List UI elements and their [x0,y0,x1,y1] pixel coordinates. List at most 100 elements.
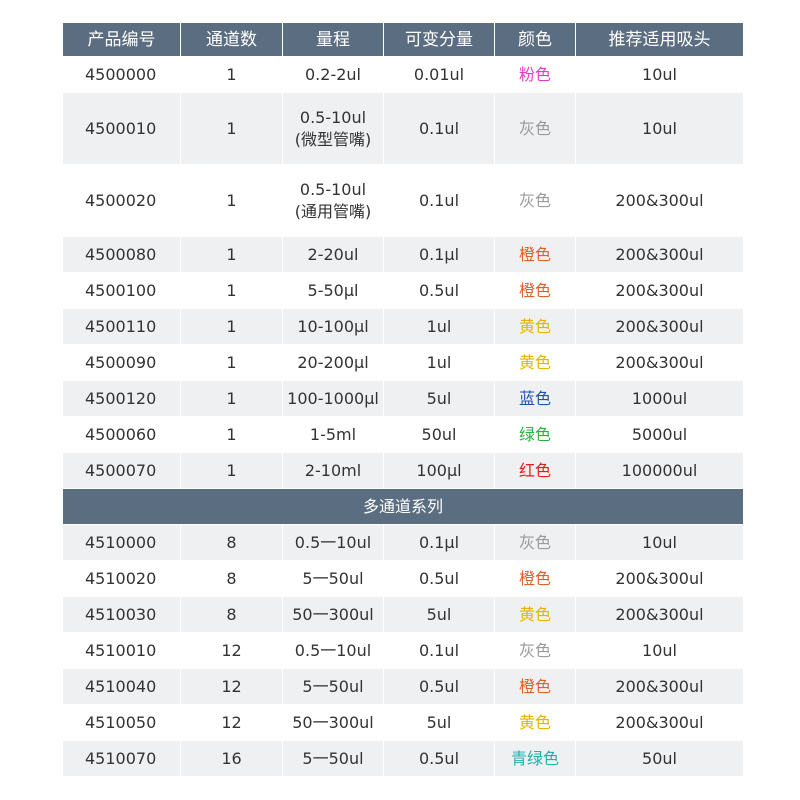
header-cell: 推荐适用吸头 [575,22,744,57]
color-cell: 灰色 [494,524,576,561]
table-cell: 4500070 [62,452,181,489]
table-cell: 0.5ul [383,272,495,309]
table-row: 4500120 1 100-1000μl 5ul 蓝色 1000ul [62,380,744,417]
table-cell: 50ul [575,740,744,777]
table-cell: 4510010 [62,632,181,669]
color-cell: 粉色 [494,56,576,93]
table-cell: 1000ul [575,380,744,417]
table-cell: 1 [180,380,283,417]
table-cell: 0.5一10ul [282,524,384,561]
table-cell: 200&300ul [575,236,744,273]
table-cell: 0.5-10ul (微型管嘴) [282,92,384,165]
table-cell: 8 [180,560,283,597]
table-cell: 10ul [575,92,744,165]
table-cell: 200&300ul [575,164,744,237]
header-cell: 量程 [282,22,384,57]
table-row: 4510050 12 50一300ul 5ul 黄色 200&300ul [62,704,744,741]
table-cell: 1ul [383,308,495,345]
table-cell: 1 [180,164,283,237]
header-cell: 产品编号 [62,22,181,57]
header-cell: 可变分量 [383,22,495,57]
table-row: 4500020 1 0.5-10ul (通用管嘴) 0.1ul 灰色 200&300ul [62,164,744,237]
table-cell: 1 [180,452,283,489]
table-row: 4500070 1 2-10ml 100μl 红色 100000ul [62,452,744,489]
table-cell: 4500020 [62,164,181,237]
color-cell: 黄色 [494,704,576,741]
table-cell: 1-5ml [282,416,384,453]
table-cell: 4500010 [62,92,181,165]
table-cell: 200&300ul [575,668,744,705]
table-cell: 4500060 [62,416,181,453]
table-cell: 1 [180,92,283,165]
table-cell: 50一300ul [282,704,384,741]
table-cell: 0.1μl [383,236,495,273]
table-cell: 2-20ul [282,236,384,273]
color-cell: 灰色 [494,632,576,669]
section-title: 多通道系列 [62,488,744,525]
table-cell: 5一50ul [282,668,384,705]
table-cell: 1 [180,416,283,453]
table-row: 4510030 8 50一300ul 5ul 黄色 200&300ul [62,596,744,633]
table-cell: 5ul [383,596,495,633]
table-cell: 5-50μl [282,272,384,309]
table-cell: 1 [180,56,283,93]
table-cell: 12 [180,632,283,669]
table-row: 4510040 12 5一50ul 0.5ul 橙色 200&300ul [62,668,744,705]
table-cell: 8 [180,524,283,561]
table-cell: 200&300ul [575,596,744,633]
table-row: 4510070 16 5一50ul 0.5ul 青绿色 50ul [62,740,744,777]
table-cell: 4500100 [62,272,181,309]
table-cell: 16 [180,740,283,777]
table-cell: 4500120 [62,380,181,417]
table-row: 4500060 1 1-5ml 50ul 绿色 5000ul [62,416,744,453]
table-cell: 4510030 [62,596,181,633]
color-cell: 橙色 [494,668,576,705]
table-cell: 5ul [383,704,495,741]
table-cell: 4510020 [62,560,181,597]
table-cell: 0.1ul [383,632,495,669]
table-cell: 10ul [575,632,744,669]
table-cell: 12 [180,704,283,741]
table-cell: 4510050 [62,704,181,741]
table-cell: 200&300ul [575,272,744,309]
table-cell: 0.1ul [383,164,495,237]
color-cell: 黄色 [494,344,576,381]
header-row: 产品编号 通道数 量程 可变分量 颜色 推荐适用吸头 [62,22,744,57]
table-cell: 0.5一10ul [282,632,384,669]
table-cell: 4500080 [62,236,181,273]
table-cell: 1 [180,236,283,273]
table-row: 4500080 1 2-20ul 0.1μl 橙色 200&300ul [62,236,744,273]
table-cell: 10ul [575,524,744,561]
table-cell: 1 [180,272,283,309]
table-cell: 4500090 [62,344,181,381]
table-cell: 10ul [575,56,744,93]
color-cell: 蓝色 [494,380,576,417]
table-cell: 5一50ul [282,560,384,597]
table-cell: 0.1ul [383,92,495,165]
table-cell: 100-1000μl [282,380,384,417]
table-cell: 20-200μl [282,344,384,381]
table-cell: 1ul [383,344,495,381]
table-cell: 2-10ml [282,452,384,489]
table-cell: 0.1μl [383,524,495,561]
header-cell: 颜色 [494,22,576,57]
color-cell: 红色 [494,452,576,489]
header-cell: 通道数 [180,22,283,57]
table-row: 4500010 1 0.5-10ul (微型管嘴) 0.1ul 灰色 10ul [62,92,744,165]
table-cell: 5ul [383,380,495,417]
table-cell: 4510040 [62,668,181,705]
table-cell: 1 [180,308,283,345]
table-cell: 0.5ul [383,668,495,705]
table-cell: 100μl [383,452,495,489]
color-cell: 橙色 [494,560,576,597]
table-cell: 4510070 [62,740,181,777]
color-cell: 绿色 [494,416,576,453]
table-cell: 10-100μl [282,308,384,345]
table-cell: 0.5ul [383,740,495,777]
color-cell: 灰色 [494,92,576,165]
table-row: 4500090 1 20-200μl 1ul 黄色 200&300ul [62,344,744,381]
color-cell: 黄色 [494,596,576,633]
table-row: 4510010 12 0.5一10ul 0.1ul 灰色 10ul [62,632,744,669]
table-cell: 200&300ul [575,704,744,741]
